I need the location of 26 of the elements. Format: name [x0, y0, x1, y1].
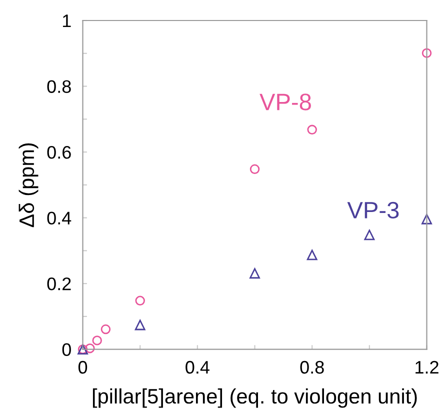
point	[100, 324, 111, 334]
point	[422, 48, 432, 58]
point	[135, 296, 145, 306]
x-tick-label: 1.2	[416, 360, 438, 374]
x-tick-label: 0.4	[186, 360, 210, 374]
x-axis-title: [pillar[5]arene] (eq. to viologen unit)	[92, 388, 417, 408]
point	[422, 214, 432, 224]
y-tick-label: 0.6	[47, 146, 71, 159]
y-tick-label: 0.2	[47, 277, 71, 290]
point	[250, 164, 260, 174]
point	[250, 268, 260, 279]
x-tick-label: 0	[78, 360, 88, 374]
y-tick-label: 0.8	[47, 80, 71, 93]
series-label: VP-8	[260, 94, 311, 110]
y-tick-label: 0	[62, 343, 71, 356]
point	[364, 230, 375, 240]
point	[92, 336, 102, 346]
point	[134, 320, 146, 330]
point	[307, 124, 317, 135]
point	[306, 250, 318, 260]
point	[85, 343, 95, 354]
y-tick-label: 0.4	[47, 212, 72, 225]
y-axis-title: Δδ (ppm)	[18, 143, 38, 228]
series-label: VP-3	[347, 202, 399, 219]
y-tick-label: 1	[62, 14, 71, 28]
x-tick-label: 0.8	[300, 360, 324, 374]
